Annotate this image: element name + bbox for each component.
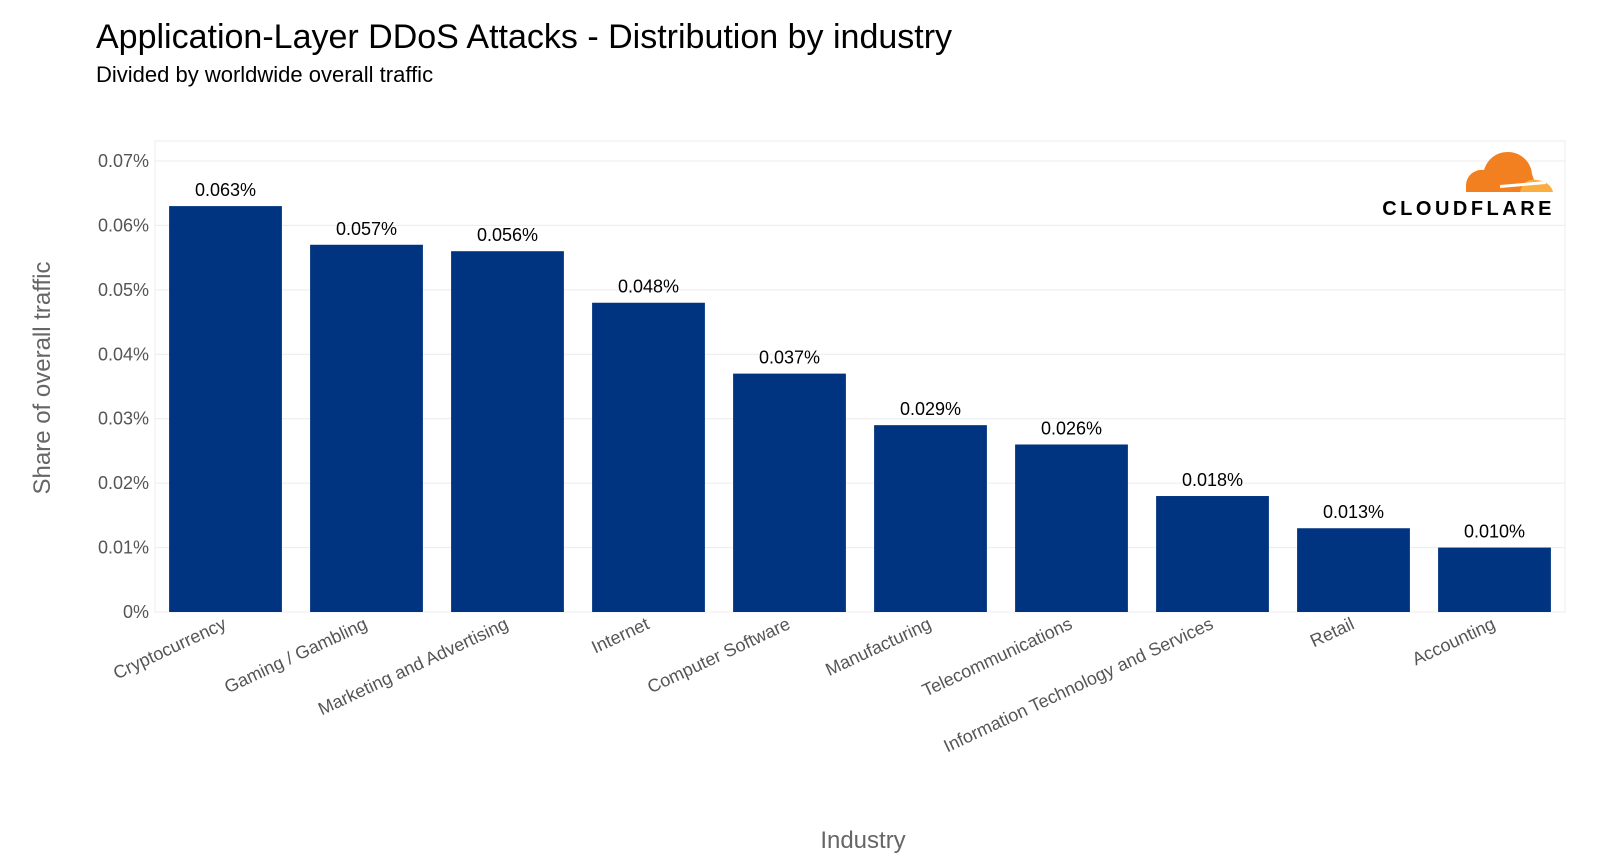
bars (169, 206, 1551, 612)
data-labels: 0.063% 0.057% 0.056% 0.048% 0.037% 0.029% 0.02… (195, 180, 1525, 541)
y-tick-label: 0% (123, 602, 149, 622)
x-category-label: Retail (1307, 613, 1357, 651)
y-axis-ticks: 0% 0.01% 0.02% 0.03% 0.04% 0.05% 0.06% 0.07% (98, 151, 149, 622)
bar (1438, 547, 1551, 612)
x-category-label: Internet (588, 613, 652, 657)
bar (310, 244, 423, 612)
y-tick-label: 0.06% (98, 215, 149, 235)
y-tick-label: 0.02% (98, 473, 149, 493)
data-label: 0.048% (618, 277, 679, 297)
y-tick-label: 0.04% (98, 344, 149, 364)
y-axis-title: Share of overall traffic (29, 261, 56, 494)
data-label: 0.013% (1323, 502, 1384, 522)
x-axis-title: Industry (820, 827, 905, 854)
data-label: 0.010% (1464, 522, 1525, 542)
data-label: 0.018% (1182, 470, 1243, 490)
y-tick-label: 0.01% (98, 538, 149, 558)
bar (1015, 444, 1128, 612)
bar (1156, 496, 1269, 612)
data-label: 0.026% (1041, 418, 1102, 438)
brand-name: CLOUDFLARE (1382, 198, 1555, 220)
data-label: 0.063% (195, 180, 256, 200)
y-tick-label: 0.07% (98, 151, 149, 171)
data-label: 0.037% (759, 348, 820, 368)
bar (874, 425, 987, 612)
cloud-logo-icon (1466, 152, 1553, 192)
bar (733, 373, 846, 612)
x-category-label: Manufacturing (822, 613, 934, 679)
bar (592, 302, 705, 612)
data-label: 0.056% (477, 225, 538, 245)
bar (1297, 528, 1410, 612)
data-label: 0.057% (336, 219, 397, 239)
x-category-label: Accounting (1409, 613, 1498, 669)
chart-title: Application-Layer DDoS Attacks - Distrib… (96, 18, 953, 56)
x-category-label: Gaming / Gambling (221, 613, 370, 697)
y-tick-label: 0.05% (98, 280, 149, 300)
bar (451, 251, 564, 612)
x-category-label: Cryptocurrency (110, 613, 229, 683)
bar (169, 206, 282, 612)
chart-subtitle: Divided by worldwide overall traffic (96, 62, 434, 87)
cloudflare-logo: CLOUDFLARE (1382, 152, 1555, 220)
x-category-label: Information Technology and Services (941, 613, 1217, 756)
y-tick-label: 0.03% (98, 409, 149, 429)
data-label: 0.029% (900, 399, 961, 419)
x-category-label: Computer Software (644, 613, 793, 697)
